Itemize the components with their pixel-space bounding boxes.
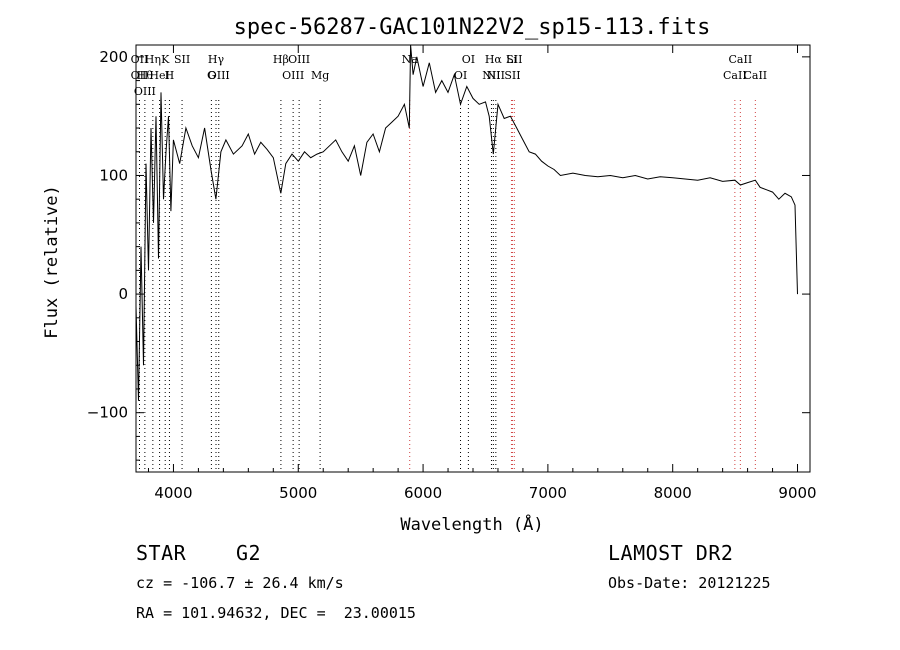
spectrum-line xyxy=(135,44,798,401)
y-tick-label: 0 xyxy=(118,285,128,303)
line-label: OIII xyxy=(208,69,230,82)
line-label: HeI xyxy=(149,69,169,82)
plot-frame xyxy=(135,44,811,473)
redshift-value: cz = -106.7 ± 26.4 km/s xyxy=(136,574,344,592)
observation-date: Obs-Date: 20121225 xyxy=(608,574,771,592)
y-axis: −100 0 100 200 xyxy=(87,48,810,461)
line-label: SII xyxy=(504,69,520,82)
line-label: H xyxy=(165,69,175,82)
x-tick-label: 9000 xyxy=(778,484,816,502)
y-tick-label: 200 xyxy=(99,48,128,66)
line-label: CaII xyxy=(729,53,753,66)
x-tick-label: 4000 xyxy=(154,484,192,502)
x-tick-label: 7000 xyxy=(529,484,567,502)
x-tick-label: 6000 xyxy=(404,484,442,502)
coordinates: RA = 101.94632, DEC = 23.00015 xyxy=(136,604,416,622)
y-tick-label: −100 xyxy=(87,404,128,422)
line-label: NII xyxy=(487,69,505,82)
line-label: SII xyxy=(506,53,522,66)
line-label: OII xyxy=(131,69,149,82)
line-label: K xyxy=(161,53,170,66)
line-label: Hη xyxy=(145,53,161,66)
x-tick-label: 5000 xyxy=(279,484,317,502)
line-label: Mg xyxy=(311,69,329,82)
line-label: OIII xyxy=(134,85,156,98)
x-axis: 4000 5000 6000 7000 8000 9000 xyxy=(147,45,817,502)
line-label: OIII xyxy=(282,69,304,82)
object-subclass: G2 xyxy=(236,541,262,565)
y-axis-label: Flux (relative) xyxy=(42,185,62,339)
line-label: OIII xyxy=(288,53,310,66)
line-label: Hθ xyxy=(137,69,154,82)
line-label: CaII xyxy=(743,69,767,82)
line-label: G xyxy=(207,69,216,82)
chart-title: spec-56287-GAC101N22V2_sp15-113.fits xyxy=(234,15,711,40)
line-label: OI xyxy=(454,69,467,82)
line-label: Li xyxy=(506,53,517,66)
line-label: OII xyxy=(131,53,149,66)
survey-name: LAMOST DR2 xyxy=(608,541,734,565)
line-label: Hγ xyxy=(208,53,225,66)
line-label: CaII xyxy=(723,69,747,82)
y-tick-label: 100 xyxy=(99,166,128,184)
line-label: SII xyxy=(174,53,190,66)
x-axis-label: Wavelength (Å) xyxy=(400,513,543,535)
line-label: OI xyxy=(462,53,475,66)
x-tick-label: 8000 xyxy=(654,484,692,502)
line-label: Hβ xyxy=(273,53,289,66)
line-label: NII xyxy=(482,69,500,82)
spectral-line-markers xyxy=(138,100,756,472)
object-class: STAR xyxy=(136,541,187,565)
line-label: Hα xyxy=(485,53,503,66)
